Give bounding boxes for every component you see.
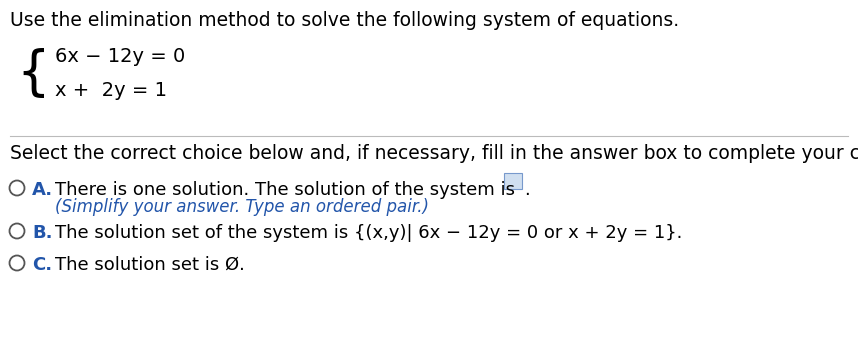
Text: There is one solution. The solution of the system is: There is one solution. The solution of t… xyxy=(55,181,515,199)
Text: .: . xyxy=(524,181,529,199)
Text: {: { xyxy=(16,47,50,99)
Text: B.: B. xyxy=(32,224,52,242)
Text: x +  2y = 1: x + 2y = 1 xyxy=(55,81,167,100)
Text: The solution set is Ø.: The solution set is Ø. xyxy=(55,256,245,274)
Text: Select the correct choice below and, if necessary, fill in the answer box to com: Select the correct choice below and, if … xyxy=(10,144,858,163)
Text: 6x − 12y = 0: 6x − 12y = 0 xyxy=(55,46,185,66)
Text: A.: A. xyxy=(32,181,53,199)
Text: (Simplify your answer. Type an ordered pair.): (Simplify your answer. Type an ordered p… xyxy=(55,198,429,216)
FancyBboxPatch shape xyxy=(504,173,522,189)
Text: C.: C. xyxy=(32,256,52,274)
Text: The solution set of the system is {(x,y)| 6x − 12y = 0 or x + 2y = 1}.: The solution set of the system is {(x,y)… xyxy=(55,224,682,242)
Text: Use the elimination method to solve the following system of equations.: Use the elimination method to solve the … xyxy=(10,11,680,30)
